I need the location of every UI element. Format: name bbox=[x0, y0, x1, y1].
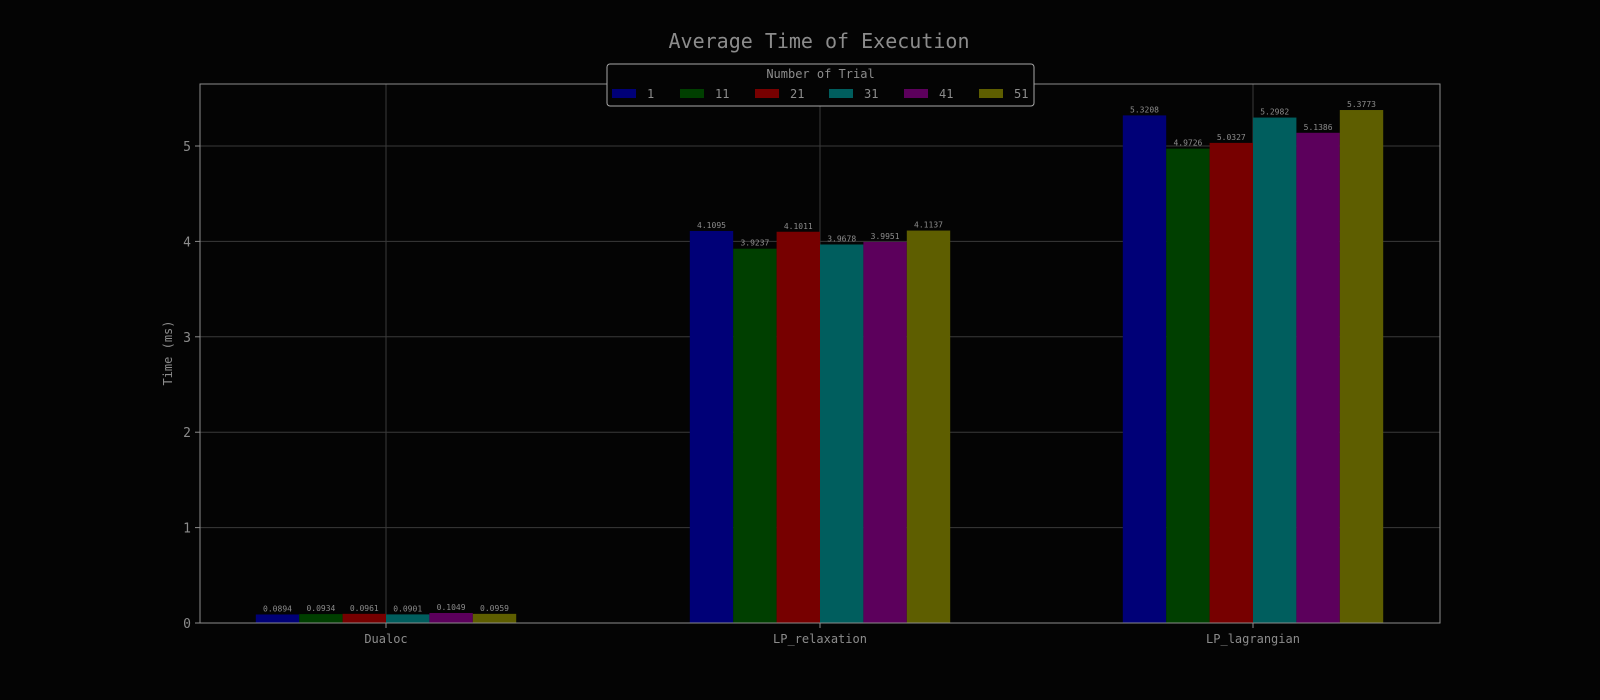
legend-label-31: 31 bbox=[864, 87, 878, 101]
y-tick-label: 5 bbox=[183, 140, 191, 155]
bars: 0.0894 4.1095 5.3208 0.0934 3.9237 4.9726 0.09… bbox=[255, 100, 1384, 624]
legend-swatch-1 bbox=[612, 89, 636, 98]
bar-41-LP_relaxation bbox=[863, 241, 907, 624]
bar-51-LP_lagrangian bbox=[1339, 110, 1384, 624]
y-tick-label: 4 bbox=[183, 235, 191, 250]
chart-title: Average Time of Execution bbox=[668, 29, 969, 53]
y-tick-label: 1 bbox=[183, 522, 191, 537]
bar-value-label: 5.3208 bbox=[1130, 105, 1159, 114]
legend-label-11: 11 bbox=[715, 87, 729, 101]
bar-11-Dualoc bbox=[299, 614, 343, 623]
x-tick-label: Dualoc bbox=[364, 632, 407, 646]
bar-value-label: 3.9678 bbox=[827, 234, 856, 243]
x-tick-label: LP_relaxation bbox=[773, 632, 867, 646]
bar-value-label: 0.0959 bbox=[480, 604, 509, 613]
bar-11-LP_lagrangian bbox=[1166, 148, 1210, 624]
bar-value-label: 3.9237 bbox=[740, 239, 769, 248]
bar-value-label: 0.0934 bbox=[306, 604, 335, 613]
y-tick-label: 2 bbox=[183, 426, 191, 441]
bar-value-label: 5.0327 bbox=[1217, 133, 1246, 142]
legend-swatch-31 bbox=[829, 89, 853, 98]
bar-51-LP_relaxation bbox=[906, 230, 951, 623]
bar-value-label: 4.1137 bbox=[914, 221, 943, 230]
legend-label-1: 1 bbox=[647, 87, 654, 101]
bar-1-Dualoc bbox=[255, 614, 300, 623]
bar-21-LP_lagrangian bbox=[1209, 142, 1253, 623]
bar-value-label: 5.1386 bbox=[1304, 123, 1333, 132]
y-tick-label: 0 bbox=[183, 617, 191, 632]
bar-31-Dualoc bbox=[386, 614, 430, 623]
bar-31-LP_lagrangian bbox=[1253, 117, 1297, 623]
bar-value-label: 0.0961 bbox=[350, 604, 379, 613]
bar-value-label: 5.3773 bbox=[1347, 100, 1376, 109]
bar-1-LP_lagrangian bbox=[1122, 115, 1167, 624]
legend-title: Number of Trial bbox=[766, 67, 874, 81]
bar-21-LP_relaxation bbox=[776, 231, 820, 623]
legend-label-41: 41 bbox=[939, 87, 953, 101]
bar-value-label: 0.0901 bbox=[393, 604, 422, 613]
bar-31-LP_relaxation bbox=[820, 244, 864, 624]
legend-label-51: 51 bbox=[1014, 87, 1028, 101]
bar-41-Dualoc bbox=[429, 612, 473, 623]
bar-value-label: 4.1095 bbox=[697, 221, 726, 230]
bar-value-label: 5.2982 bbox=[1260, 108, 1289, 117]
bar-11-LP_relaxation bbox=[733, 248, 777, 623]
bar-value-label: 4.9726 bbox=[1173, 139, 1202, 148]
y-axis-label: Time (ms) bbox=[161, 320, 175, 385]
x-tick-label: LP_lagrangian bbox=[1206, 632, 1300, 646]
y-tick-label: 3 bbox=[183, 331, 191, 346]
legend-label-21: 21 bbox=[790, 87, 804, 101]
bar-value-label: 3.9951 bbox=[871, 232, 900, 241]
legend-swatch-11 bbox=[680, 89, 704, 98]
bar-41-LP_lagrangian bbox=[1296, 132, 1340, 623]
bar-1-LP_relaxation bbox=[689, 230, 734, 623]
legend-swatch-51 bbox=[979, 89, 1003, 98]
bar-51-Dualoc bbox=[472, 613, 517, 623]
legend-swatch-41 bbox=[904, 89, 928, 98]
legend-swatch-21 bbox=[755, 89, 779, 98]
bar-21-Dualoc bbox=[342, 613, 386, 623]
bar-value-label: 4.1011 bbox=[784, 222, 813, 231]
bar-value-label: 0.0894 bbox=[263, 604, 292, 613]
bar-value-label: 0.1049 bbox=[437, 603, 466, 612]
